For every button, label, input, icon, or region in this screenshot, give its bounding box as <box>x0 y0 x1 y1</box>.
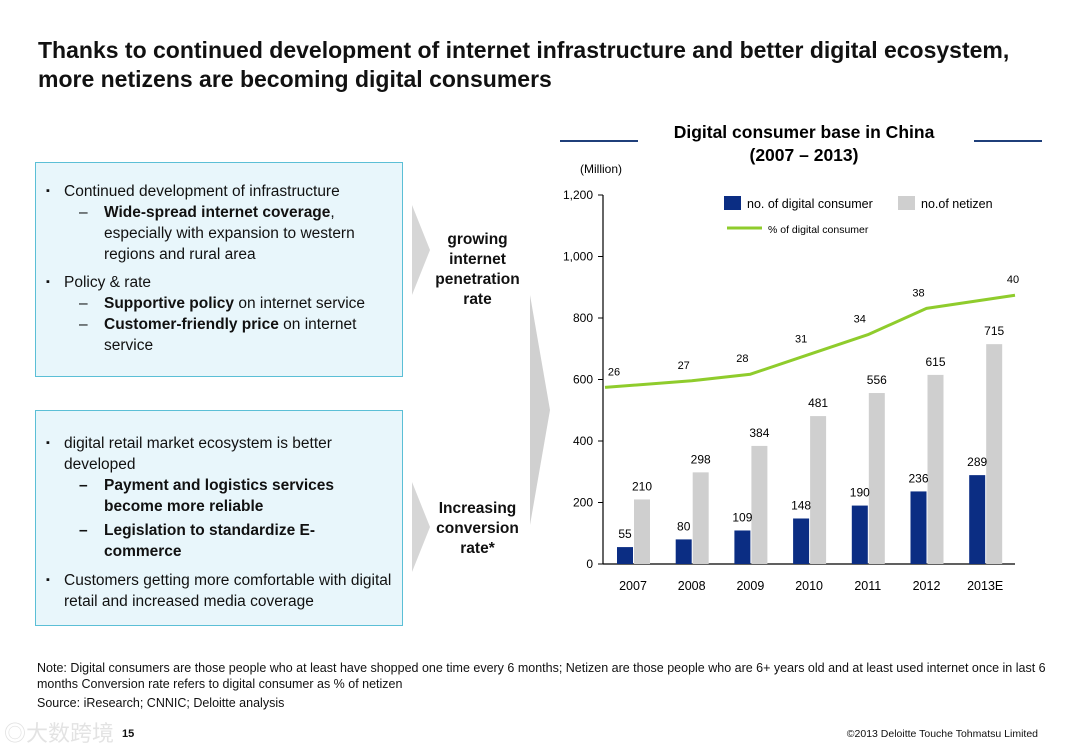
bullet: Customers getting more comfortable with … <box>46 570 392 612</box>
line-label: 28 <box>736 353 748 365</box>
bar-label: 80 <box>677 519 691 533</box>
bar-label: 236 <box>908 471 928 485</box>
line-percent-digital-consumer <box>604 293 1016 389</box>
x-tick-label: 2012 <box>913 579 941 593</box>
chart-subtitle: (2007 – 2013) <box>750 145 859 165</box>
text: on internet service <box>234 295 366 312</box>
legend-swatch-netizen <box>898 196 915 210</box>
source: Source: iResearch; CNNIC; Deloitte analy… <box>37 695 1052 711</box>
footer-notes: Note: Digital consumers are those people… <box>37 660 1052 711</box>
bar-digital-consumer <box>910 491 927 564</box>
bar-label: 109 <box>732 510 752 524</box>
page-number: 15 <box>122 728 135 740</box>
text: , especially with expansion to western r… <box>104 204 355 263</box>
y-tick-label: 600 <box>573 373 593 387</box>
y-tick-label: 800 <box>573 311 593 325</box>
bar-digital-consumer <box>734 530 751 564</box>
chevron-arrow <box>412 205 430 295</box>
bar-digital-consumer <box>969 475 986 564</box>
sub-bullet: Legislation to standardize E-commerce <box>46 520 392 562</box>
footnote: Note: Digital consumers are those people… <box>37 661 1046 691</box>
line-label: 27 <box>678 360 690 372</box>
text: on internet service <box>104 316 357 354</box>
legend-label: no. of digital consumer <box>747 197 873 211</box>
source-label: Source: <box>37 696 81 710</box>
watermark-logo: ◎大数跨境 <box>4 721 115 746</box>
bar-netizen <box>810 416 827 564</box>
bar-netizen <box>927 374 944 564</box>
sub-bullet: Supportive policy on internet service <box>46 293 392 314</box>
bar-netizen <box>868 393 885 564</box>
bar-digital-consumer <box>851 505 868 564</box>
bar-netizen <box>692 472 709 564</box>
x-tick-label: 2007 <box>619 579 647 593</box>
source-text: iResearch; CNNIC; Deloitte analysis <box>83 696 285 710</box>
y-tick-label: 0 <box>586 557 593 571</box>
bar-label: 55 <box>618 527 632 541</box>
sub-bullet: Customer-friendly price on internet serv… <box>46 314 392 356</box>
bullet: digital retail market ecosystem is bette… <box>46 433 392 475</box>
bold-text: Wide-spread internet coverage <box>104 204 331 221</box>
bullet: Policy & rate <box>46 272 392 293</box>
x-tick-label: 2008 <box>678 579 706 593</box>
bold-text: Supportive policy <box>104 295 235 312</box>
bar-label: 481 <box>808 396 828 410</box>
bar-label: 615 <box>925 355 945 369</box>
bold-text: Customer-friendly price <box>104 316 279 333</box>
bar-label: 556 <box>867 373 887 387</box>
line-label: 34 <box>854 314 866 326</box>
large-arrow <box>530 295 550 525</box>
ecosystem-box: digital retail market ecosystem is bette… <box>35 410 403 626</box>
bar-label: 715 <box>984 324 1004 338</box>
bar-netizen <box>986 344 1003 564</box>
x-tick-label: 2009 <box>736 579 764 593</box>
bar-netizen <box>634 499 650 564</box>
y-tick-label: 1,000 <box>563 250 593 264</box>
copyright: ©2013 Deloitte Touche Tohmatsu Limited <box>846 728 1038 740</box>
bullet: Continued development of infrastructure <box>46 181 392 202</box>
line-label: 26 <box>608 366 620 378</box>
x-tick-label: 2010 <box>795 579 823 593</box>
x-tick-label: 2011 <box>854 579 881 593</box>
bar-label: 190 <box>850 486 870 500</box>
bar-label: 148 <box>791 498 811 512</box>
x-tick-label: 2013E <box>967 579 1003 593</box>
bar-digital-consumer <box>617 547 633 564</box>
bar-netizen <box>751 445 768 564</box>
y-tick-label: 200 <box>573 496 593 510</box>
bar-label: 298 <box>691 452 711 466</box>
sub-bullet: Wide-spread internet coverage, especiall… <box>46 202 392 265</box>
line-label: 31 <box>795 333 807 345</box>
chevron-arrow <box>412 482 430 572</box>
line-label: 40 <box>1007 274 1019 286</box>
infrastructure-box: Continued development of infrastructure … <box>35 162 403 377</box>
sub-bullet: Payment and logistics services become mo… <box>46 475 392 517</box>
legend-label: no.of netizen <box>921 197 993 211</box>
arrow-label: Increasing conversion rate* <box>436 500 519 557</box>
chart-title: Digital consumer base in China <box>674 122 935 142</box>
bar-digital-consumer <box>675 539 692 564</box>
line-label: 38 <box>912 287 924 299</box>
bar-label: 289 <box>967 455 987 469</box>
legend-label: % of digital consumer <box>768 224 869 236</box>
slide-title: Thanks to continued development of inter… <box>38 37 1010 92</box>
bar-label: 210 <box>632 479 652 493</box>
bar-digital-consumer <box>793 518 810 564</box>
bar-label: 384 <box>749 426 769 440</box>
y-axis-label: (Million) <box>580 162 622 176</box>
y-tick-label: 400 <box>573 434 593 448</box>
arrow-label: growing internet penetration rate <box>435 231 520 308</box>
legend-swatch-consumer <box>724 196 741 210</box>
y-tick-label: 1,200 <box>563 188 593 202</box>
